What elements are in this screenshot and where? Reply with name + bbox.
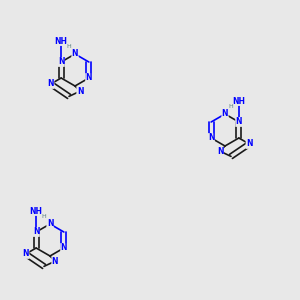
Text: NH: NH [55, 37, 68, 46]
Text: N: N [246, 140, 253, 148]
Text: N: N [33, 227, 39, 236]
Text: N: N [47, 220, 53, 229]
Text: N: N [72, 50, 78, 58]
Text: H: H [67, 44, 71, 49]
Text: NH: NH [232, 97, 245, 106]
Text: N: N [217, 147, 223, 156]
Text: N: N [58, 58, 64, 67]
Text: N: N [61, 244, 67, 253]
Text: H: H [42, 214, 46, 218]
Text: NH: NH [30, 206, 43, 215]
Text: N: N [77, 87, 83, 96]
Text: N: N [222, 110, 228, 118]
Text: N: N [85, 74, 92, 82]
Text: H: H [229, 103, 233, 109]
Text: N: N [236, 118, 242, 127]
Text: N: N [208, 134, 214, 142]
Text: N: N [52, 257, 58, 266]
Text: N: N [47, 80, 54, 88]
Text: N: N [22, 250, 29, 259]
